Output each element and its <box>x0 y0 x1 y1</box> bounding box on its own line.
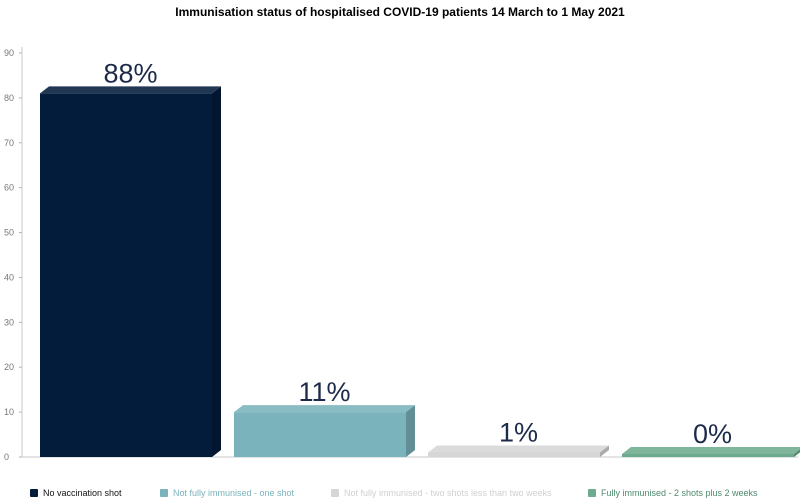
bar-top <box>234 405 415 413</box>
legend-swatch <box>588 489 596 497</box>
bar-top <box>428 445 609 453</box>
y-tick-label: 60 <box>4 183 14 193</box>
y-tick-label: 40 <box>4 272 14 282</box>
bar-front <box>40 93 212 458</box>
bar-1[interactable] <box>40 86 221 458</box>
bar-side <box>600 445 609 457</box>
y-tick-label: 10 <box>4 407 14 417</box>
bar-top <box>40 86 221 94</box>
legend-label: Not fully immunised - two shots less tha… <box>344 488 552 498</box>
legend-item-no-vaccination[interactable]: No vaccination shot <box>30 488 122 498</box>
data-label: 88% <box>103 58 157 88</box>
bar-top <box>622 447 800 454</box>
legend-item-two-shots-less-than-two-weeks[interactable]: Not fully immunised - two shots less tha… <box>331 488 552 498</box>
legend-swatch <box>30 489 38 497</box>
bar-4[interactable] <box>622 447 800 457</box>
data-label: 1% <box>499 418 538 448</box>
bar-front <box>622 454 794 457</box>
y-tick-label: 70 <box>4 138 14 148</box>
legend-label: Fully immunised - 2 shots plus 2 weeks <box>601 488 758 498</box>
y-tick-label: 0 <box>4 452 9 462</box>
data-label: 11% <box>298 377 350 407</box>
bar-front <box>234 412 406 457</box>
bar-chart: 0 10 20 30 40 50 60 70 80 90 88% 11% 1% 0% <box>4 47 800 462</box>
legend-label: No vaccination shot <box>43 488 122 498</box>
bar-side <box>794 449 800 457</box>
bar-side <box>212 86 221 458</box>
y-tick-label: 50 <box>4 228 14 238</box>
y-tick-label: 30 <box>4 317 14 327</box>
legend-swatch <box>331 489 339 497</box>
y-tick-label: 80 <box>4 93 14 103</box>
bar-2[interactable] <box>234 405 415 457</box>
data-label: 0% <box>693 419 732 449</box>
bar-3[interactable] <box>428 445 609 457</box>
legend-swatch <box>160 489 168 497</box>
y-tick-label: 90 <box>4 48 14 58</box>
bar-side <box>406 405 415 457</box>
legend-label: Not fully immunised - one shot <box>173 488 295 498</box>
y-tick-label: 20 <box>4 362 14 372</box>
chart-title: Immunisation status of hospitalised COVI… <box>175 5 625 19</box>
bar-front <box>428 452 600 457</box>
legend: No vaccination shot Not fully immunised … <box>0 488 800 502</box>
legend-item-fully-immunised[interactable]: Fully immunised - 2 shots plus 2 weeks <box>588 488 758 498</box>
legend-item-one-shot[interactable]: Not fully immunised - one shot <box>160 488 294 498</box>
